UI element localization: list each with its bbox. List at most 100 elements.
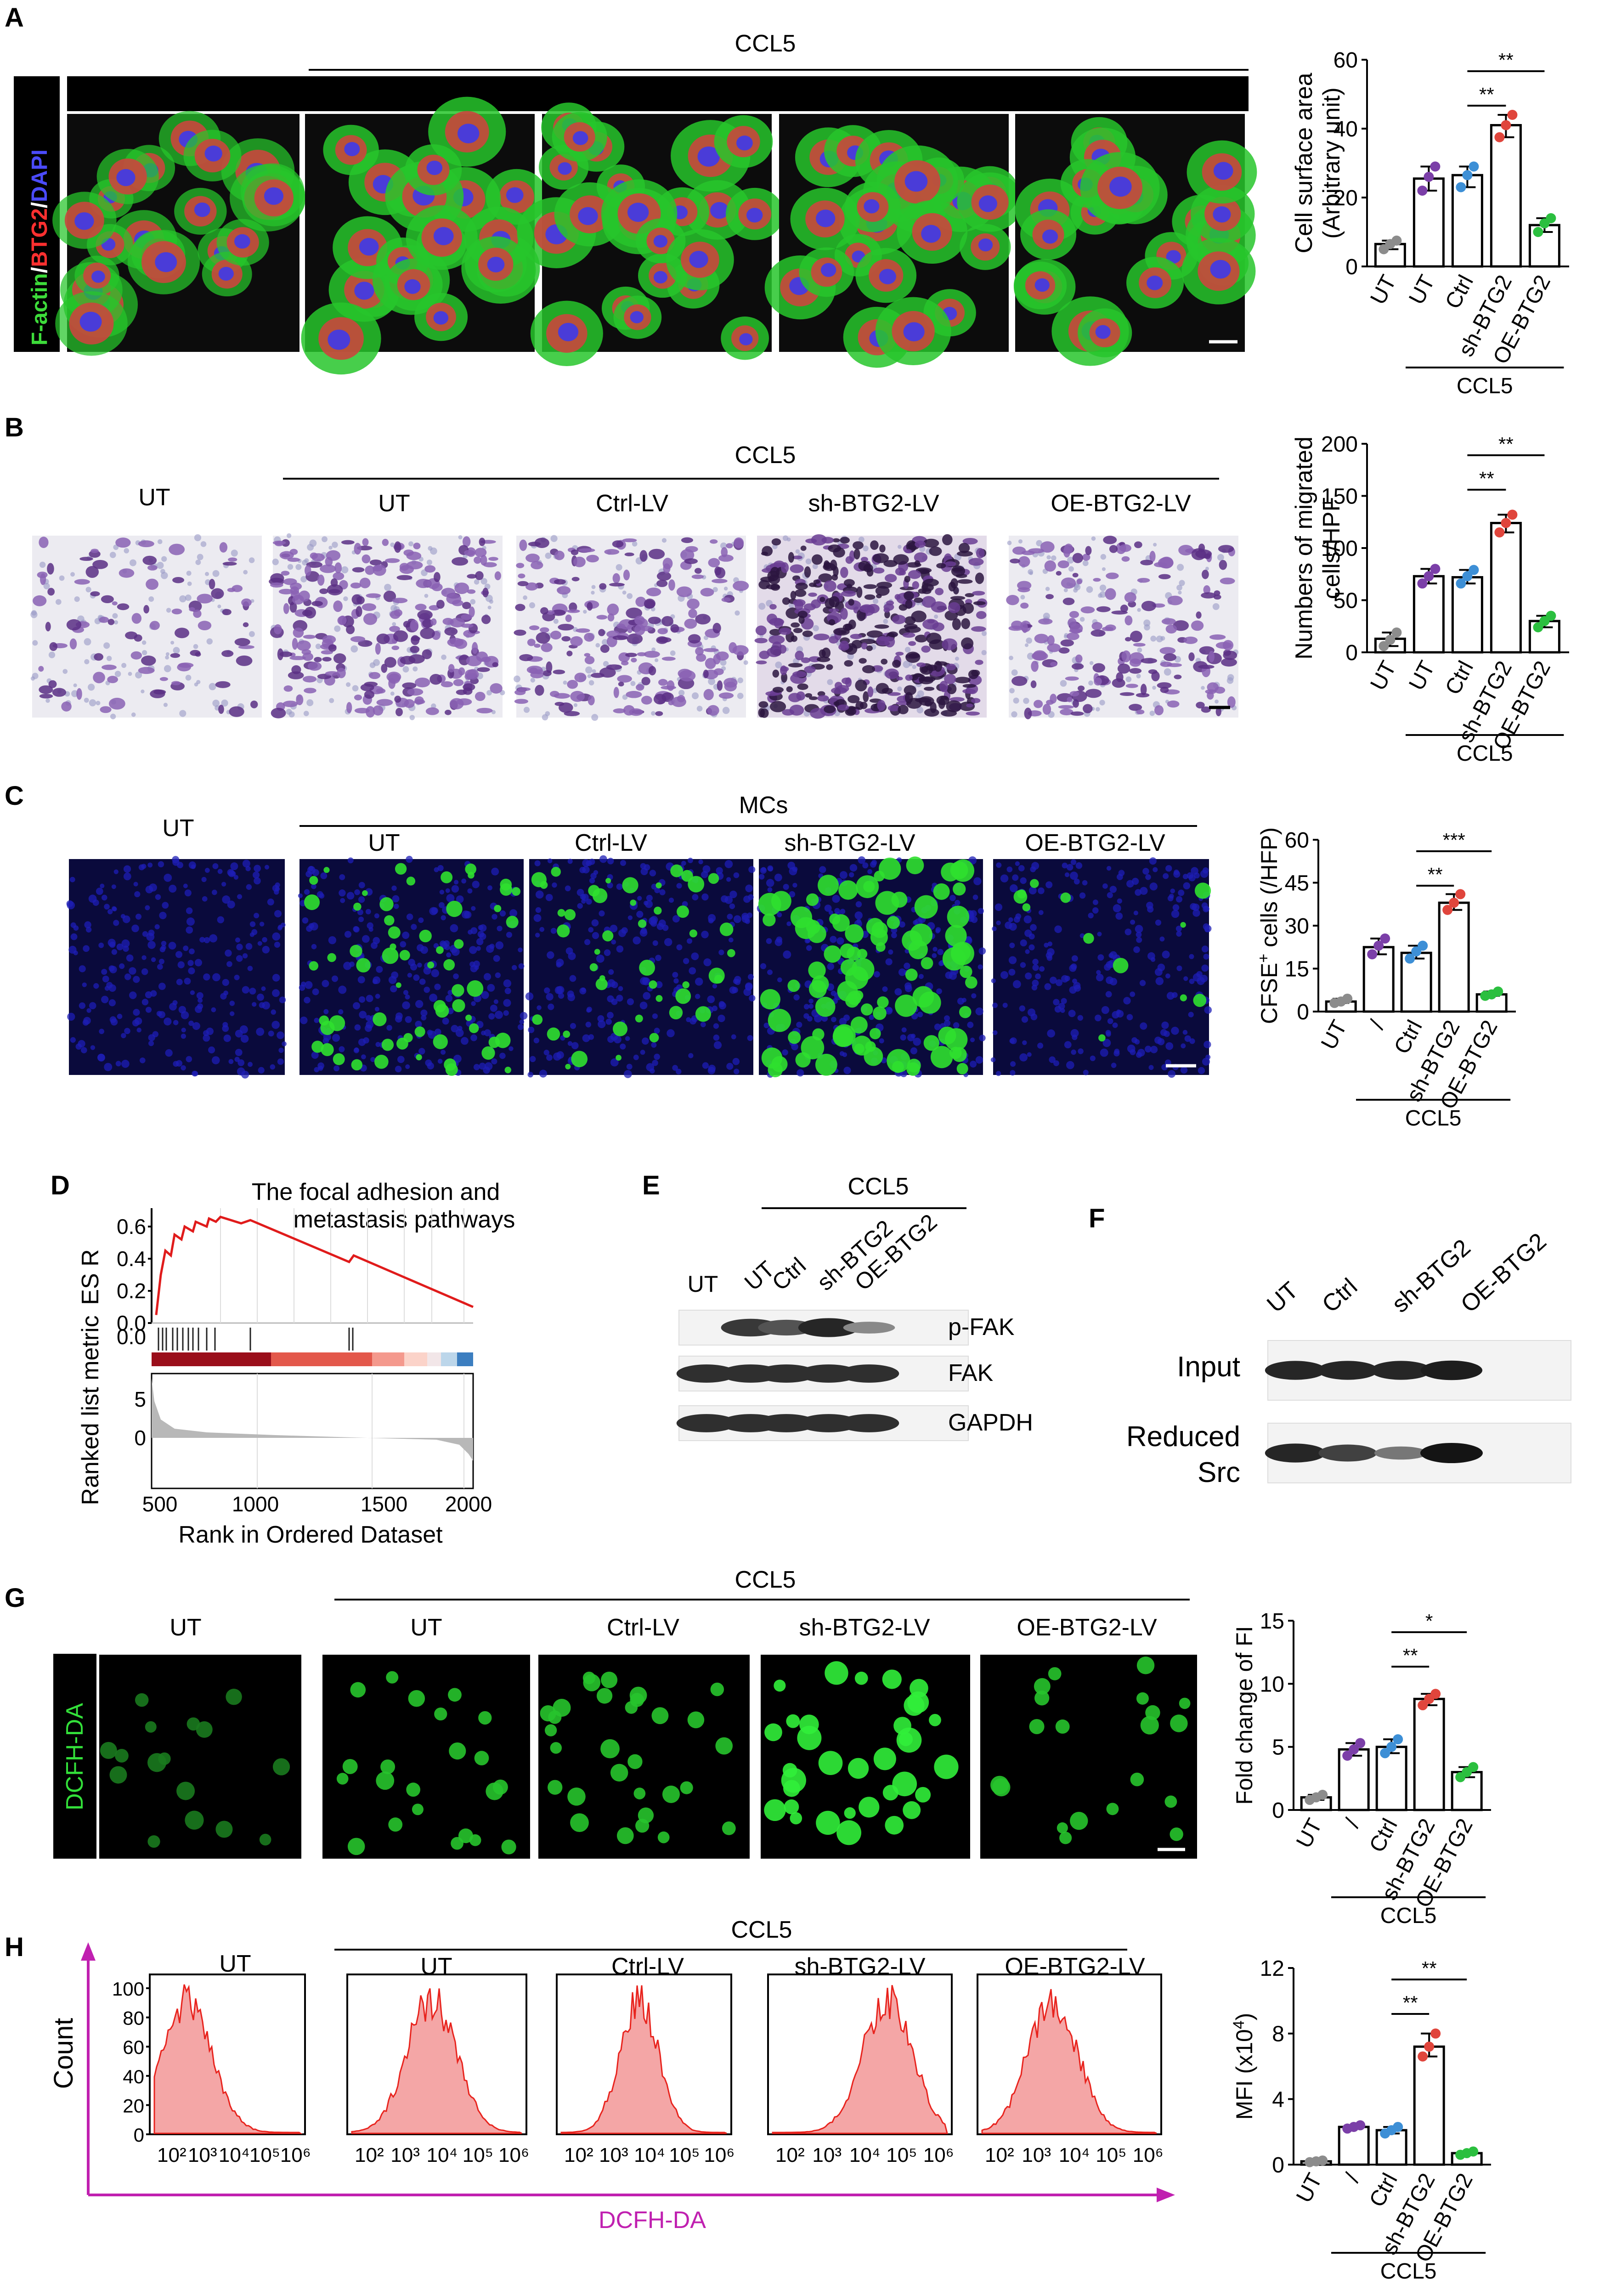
dapi-nucleus bbox=[366, 995, 373, 1002]
y-tick-label: 100 bbox=[1321, 537, 1358, 561]
dapi-nucleus bbox=[1200, 870, 1209, 878]
migrated-cell bbox=[236, 655, 253, 666]
dapi-nucleus bbox=[1176, 965, 1182, 971]
dapi-nucleus bbox=[652, 940, 658, 946]
dapi-nucleus bbox=[197, 1003, 203, 1009]
pore bbox=[863, 545, 869, 552]
dapi-nucleus bbox=[495, 972, 501, 978]
dapi-nucleus bbox=[504, 988, 511, 995]
migrated-cell bbox=[567, 679, 578, 689]
histogram-frame bbox=[977, 1974, 1162, 2135]
dapi-nucleus bbox=[138, 864, 145, 871]
migrated-cell bbox=[921, 645, 931, 653]
dapi-nucleus bbox=[208, 1046, 215, 1054]
dapi-nucleus bbox=[275, 882, 280, 888]
dapi-nucleus bbox=[298, 893, 303, 899]
migrated-cell bbox=[337, 667, 346, 679]
migrated-cell bbox=[384, 657, 396, 668]
dapi-nucleus bbox=[640, 863, 646, 869]
panel-b-transwell-images bbox=[30, 533, 1239, 721]
migrated-cell bbox=[536, 632, 550, 644]
data-point bbox=[1417, 186, 1428, 196]
panel-h-count-label: Count bbox=[49, 2018, 79, 2089]
dapi-nucleus bbox=[1046, 955, 1052, 961]
dcfh-cell bbox=[799, 1714, 819, 1735]
dapi-nucleus bbox=[791, 1043, 798, 1051]
dapi-nucleus bbox=[403, 990, 409, 995]
dapi-nucleus bbox=[92, 899, 99, 906]
pore bbox=[309, 539, 317, 547]
cfse-cell bbox=[443, 959, 455, 971]
migrated-cell bbox=[782, 709, 795, 716]
dapi-nucleus bbox=[681, 860, 686, 866]
fluor-g-4 bbox=[980, 1655, 1197, 1859]
dapi-nucleus bbox=[533, 1037, 540, 1044]
migrated-cell bbox=[407, 688, 424, 696]
pore bbox=[1099, 584, 1107, 591]
dapi-nucleus bbox=[161, 940, 167, 946]
dapi-nucleus bbox=[177, 961, 185, 968]
band-label-p-FAK: p-FAK bbox=[948, 1314, 1015, 1340]
micrograph-a-3 bbox=[764, 114, 1023, 368]
dcfh-cell bbox=[892, 1771, 917, 1797]
cfse-cell bbox=[452, 999, 465, 1012]
data-point bbox=[1418, 2051, 1428, 2062]
dapi-nucleus bbox=[70, 1037, 76, 1043]
migrated-cell bbox=[222, 609, 232, 616]
pore bbox=[591, 585, 596, 589]
migrated-cell bbox=[454, 582, 469, 594]
dcfh-cell bbox=[1140, 1716, 1159, 1735]
gsea-title-1: The focal adhesion and bbox=[252, 1179, 500, 1205]
dapi-nucleus bbox=[332, 1034, 340, 1042]
pore bbox=[1073, 588, 1078, 593]
y-tick-label: 0 bbox=[1345, 255, 1358, 279]
dcfh-cell bbox=[347, 1838, 365, 1855]
migrated-cell bbox=[767, 571, 779, 582]
migrated-cell bbox=[197, 594, 213, 604]
data-point bbox=[1386, 1742, 1397, 1752]
dapi-nucleus bbox=[1159, 936, 1165, 942]
migrated-cell bbox=[534, 537, 549, 549]
migrated-cell bbox=[1201, 706, 1211, 713]
cell-nucleus bbox=[627, 203, 649, 222]
migrated-cell bbox=[416, 578, 431, 588]
migrated-cell bbox=[824, 705, 836, 713]
migrated-cell bbox=[661, 616, 673, 627]
pore bbox=[1063, 588, 1068, 593]
y-label-prefix: CFSE bbox=[1256, 963, 1282, 1024]
fluor-c-3 bbox=[757, 856, 986, 1078]
pore bbox=[720, 659, 727, 666]
dapi-nucleus bbox=[570, 1023, 576, 1029]
migrated-cell bbox=[691, 574, 704, 579]
gsea-es-label: ES R bbox=[77, 1249, 104, 1305]
pore bbox=[287, 564, 294, 570]
pore bbox=[161, 556, 167, 562]
dapi-nucleus bbox=[1161, 1021, 1169, 1029]
cfse-cell bbox=[947, 905, 970, 928]
dapi-nucleus bbox=[849, 864, 858, 872]
data-point bbox=[1424, 2042, 1435, 2052]
pore bbox=[573, 703, 578, 707]
cell-nucleus bbox=[344, 142, 360, 156]
migrated-cell bbox=[414, 696, 424, 705]
dapi-nucleus bbox=[713, 1035, 720, 1041]
dapi-nucleus bbox=[503, 999, 511, 1007]
pore bbox=[334, 625, 341, 632]
sig-label: ** bbox=[1479, 84, 1494, 105]
dapi-nucleus bbox=[1053, 1060, 1059, 1066]
cfse-cell bbox=[952, 1047, 967, 1062]
migrated-cell bbox=[866, 630, 883, 638]
bar-2 bbox=[1400, 951, 1432, 1013]
dapi-nucleus bbox=[249, 988, 256, 995]
dapi-nucleus bbox=[68, 945, 77, 954]
migrated-cell bbox=[877, 700, 886, 711]
pore bbox=[304, 558, 309, 563]
pore bbox=[1067, 556, 1074, 564]
migrated-cell bbox=[687, 599, 700, 610]
log-tick-label: 10³ bbox=[188, 2144, 217, 2166]
column-header-1: UT bbox=[368, 830, 400, 856]
dapi-nucleus bbox=[646, 894, 653, 901]
column-header-0: UT bbox=[162, 815, 194, 842]
migrated-cell bbox=[788, 552, 794, 563]
cfse-cell bbox=[1194, 882, 1211, 899]
